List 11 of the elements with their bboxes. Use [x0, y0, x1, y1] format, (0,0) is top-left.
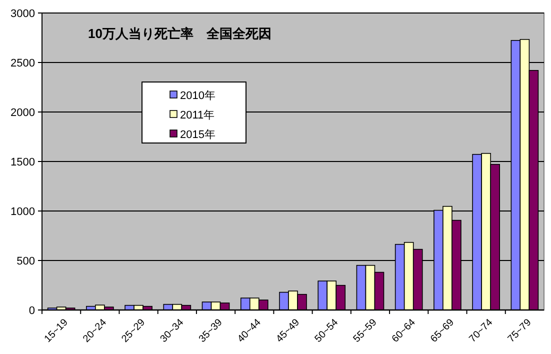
- y-tick-label: 500: [16, 256, 35, 268]
- y-tick-label: 3000: [10, 8, 35, 20]
- y-tick-label: 1000: [10, 206, 35, 218]
- y-tick-label: 0: [28, 305, 35, 317]
- legend-label: 2015年: [180, 129, 216, 141]
- text: 10万人当り死亡率 全国全死因: [88, 26, 272, 41]
- legend-label: 2010年: [180, 90, 216, 102]
- legend-label: 2011年: [180, 110, 215, 122]
- y-tick-label: 1500: [10, 156, 35, 168]
- y-tick-label: 2500: [10, 58, 35, 70]
- y-tick-label: 2000: [10, 107, 35, 119]
